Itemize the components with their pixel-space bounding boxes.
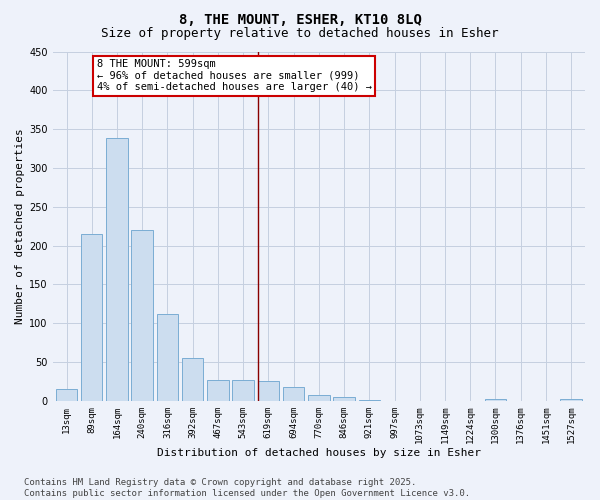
Bar: [81, 234, 103, 401]
Text: Contains HM Land Registry data © Crown copyright and database right 2025.
Contai: Contains HM Land Registry data © Crown c…: [24, 478, 470, 498]
Bar: [308, 394, 329, 401]
Bar: [56, 389, 77, 401]
Bar: [232, 380, 254, 401]
Y-axis label: Number of detached properties: Number of detached properties: [15, 128, 25, 324]
Bar: [157, 314, 178, 401]
Bar: [257, 382, 279, 401]
Bar: [106, 138, 128, 401]
Bar: [560, 400, 582, 401]
Bar: [207, 380, 229, 401]
Text: 8, THE MOUNT, ESHER, KT10 8LQ: 8, THE MOUNT, ESHER, KT10 8LQ: [179, 12, 421, 26]
Bar: [334, 397, 355, 401]
Bar: [359, 400, 380, 401]
Bar: [131, 230, 153, 401]
Bar: [182, 358, 203, 401]
Bar: [283, 387, 304, 401]
Bar: [485, 400, 506, 401]
Text: 8 THE MOUNT: 599sqm
← 96% of detached houses are smaller (999)
4% of semi-detach: 8 THE MOUNT: 599sqm ← 96% of detached ho…: [97, 60, 372, 92]
X-axis label: Distribution of detached houses by size in Esher: Distribution of detached houses by size …: [157, 448, 481, 458]
Text: Size of property relative to detached houses in Esher: Size of property relative to detached ho…: [101, 28, 499, 40]
